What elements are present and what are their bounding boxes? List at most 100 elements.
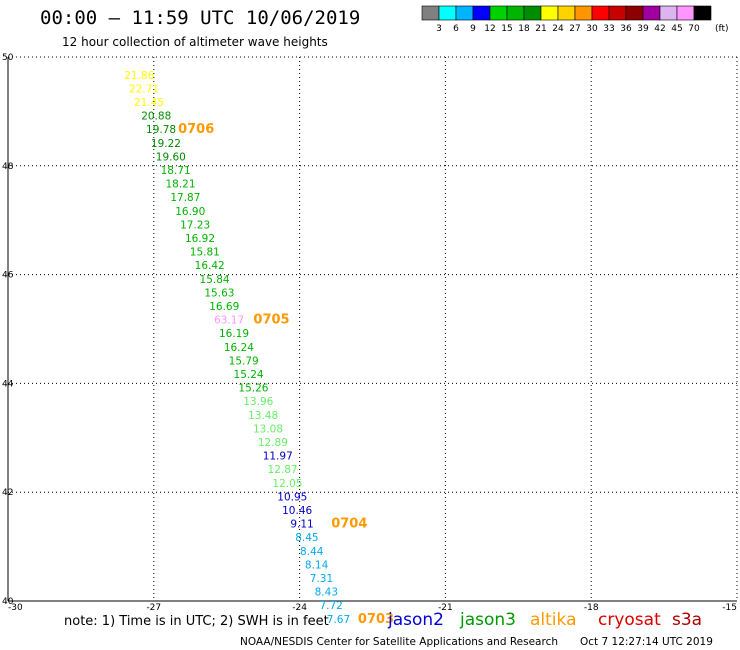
colorbar-unit: (ft) [715, 24, 729, 34]
wave-height-value: 10.46 [282, 505, 312, 517]
wave-height-value: 15.81 [190, 247, 220, 259]
colorbar-swatch [506, 5, 525, 21]
pass-labels: 0706 0705 0704 0703 [178, 122, 394, 627]
colorbar-tick-label: 42 [654, 24, 665, 34]
wave-height-value: 15.79 [229, 355, 259, 367]
colorbar-tick-label: 30 [586, 24, 598, 34]
pass-label: 0703 [358, 612, 394, 627]
colorbar-swatch [642, 5, 661, 21]
colorbar-tick-label: 6 [453, 24, 459, 34]
colorbar-tick-label: 15 [501, 24, 512, 34]
satellite-legend: jason2 jason3 altika cryosat s3a [387, 610, 702, 630]
colorbar-legend: 3 6 9 12 15 18 21 24 27 30 33 36 39 42 45 70 [421, 5, 712, 34]
y-tick-label: 48 [2, 162, 14, 172]
wave-height-value: 18.21 [165, 179, 195, 191]
satellite-legend-item: jason2 [387, 610, 444, 630]
colorbar-tick-label: 45 [671, 24, 682, 34]
colorbar-swatch [421, 5, 440, 21]
colorbar-swatch [676, 5, 695, 21]
wave-height-value: 17.87 [170, 192, 200, 204]
wave-height-value: 11.97 [263, 451, 293, 463]
pass-label: 0705 [253, 313, 289, 328]
y-tick-label: 50 [2, 53, 14, 63]
colorbar-swatch [693, 5, 712, 21]
x-tick-label: -30 [8, 603, 23, 613]
wave-height-value: 63.17 [214, 315, 244, 327]
y-tick-label: 42 [2, 488, 13, 498]
wave-height-value: 7.67 [327, 614, 350, 626]
colorbar-tick-label: 36 [620, 24, 632, 34]
satellite-legend-item: altika [530, 610, 577, 630]
colorbar-swatch [659, 5, 678, 21]
colorbar-tick-label: 18 [518, 24, 530, 34]
timestamp-text: Oct 7 12:27:14 UTC 2019 [580, 636, 713, 648]
colorbar-tick-label: 3 [436, 24, 442, 34]
wave-height-value: 8.45 [295, 532, 318, 544]
wave-height-value: 21.86 [124, 70, 154, 82]
wave-height-value: 18.71 [161, 165, 191, 177]
wave-height-value: 10.95 [277, 491, 307, 503]
x-tick-label: -18 [584, 603, 599, 613]
colorbar-tick-label: 9 [470, 24, 476, 34]
wave-height-value: 15.63 [204, 287, 234, 299]
wave-height-value: 12.87 [268, 464, 298, 476]
colorbar-swatch [540, 5, 559, 21]
wave-height-value: 16.19 [219, 328, 249, 340]
wave-height-value: 8.14 [305, 559, 329, 571]
colorbar-swatch [625, 5, 644, 21]
wave-height-value: 13.48 [248, 410, 278, 422]
wave-height-value: 16.69 [209, 301, 239, 313]
wave-height-value: 16.24 [224, 342, 254, 354]
wave-height-value: 19.60 [156, 151, 186, 163]
y-tick-label: 40 [2, 597, 14, 607]
wave-height-value: 15.26 [238, 383, 268, 395]
axis-ticks: -30 -27 -24 -21 -18 -15 40 42 44 46 48 50 [2, 53, 737, 613]
wave-height-value: 20.88 [141, 111, 171, 123]
wave-height-value: 19.22 [151, 138, 181, 150]
wave-height-value: 16.42 [195, 260, 225, 272]
colorbar-tick-label: 33 [603, 24, 614, 34]
wave-height-value: 16.92 [185, 233, 215, 245]
wave-height-value: 13.96 [243, 396, 273, 408]
wave-height-value: 9.11 [290, 519, 313, 531]
chart-subtitle: 12 hour collection of altimeter wave hei… [62, 35, 328, 49]
wave-height-value: 12.05 [272, 478, 302, 490]
wave-height-value: 17.23 [180, 219, 210, 231]
wave-height-value: 21.45 [134, 97, 164, 109]
x-tick-label: -21 [438, 603, 453, 613]
wave-height-value: 7.72 [319, 600, 342, 612]
colorbar-swatch [489, 5, 508, 21]
wave-height-value: 8.43 [315, 587, 338, 599]
satellite-legend-item: cryosat [598, 610, 661, 630]
colorbar-tick-label: 39 [637, 24, 649, 34]
x-tick-label: -24 [292, 603, 307, 613]
colorbar-tick-label: 70 [688, 24, 700, 34]
x-tick-label: -15 [722, 603, 737, 613]
y-tick-label: 44 [2, 379, 14, 389]
wave-height-value: 12.89 [258, 437, 288, 449]
colorbar-tick-label: 24 [552, 24, 564, 34]
colorbar-swatch [591, 5, 610, 21]
colorbar-swatch [557, 5, 576, 21]
wave-height-value: 22.71 [129, 83, 159, 95]
colorbar-tick-label: 21 [535, 24, 546, 34]
wave-height-value: 7.31 [310, 573, 333, 585]
chart-title: 00:00 – 11:59 UTC 10/06/2019 [40, 7, 360, 29]
satellite-legend-item: jason3 [459, 610, 516, 630]
colorbar-swatch [574, 5, 593, 21]
satellite-legend-item: s3a [672, 610, 702, 630]
footer-note: note: 1) Time is in UTC; 2) SWH is in fe… [64, 614, 329, 629]
x-tick-label: -27 [146, 603, 161, 613]
pass-label: 0704 [331, 517, 367, 532]
colorbar-swatch [472, 5, 491, 21]
colorbar-swatch [523, 5, 542, 21]
wave-height-value: 19.78 [146, 124, 176, 136]
wave-height-value: 16.90 [175, 206, 205, 218]
wave-height-value: 13.08 [253, 423, 283, 435]
wave-height-value: 15.24 [234, 369, 264, 381]
credit-text: NOAA/NESDIS Center for Satellite Applica… [240, 636, 558, 648]
colorbar-tick-label: 27 [569, 24, 580, 34]
colorbar-swatch [608, 5, 627, 21]
